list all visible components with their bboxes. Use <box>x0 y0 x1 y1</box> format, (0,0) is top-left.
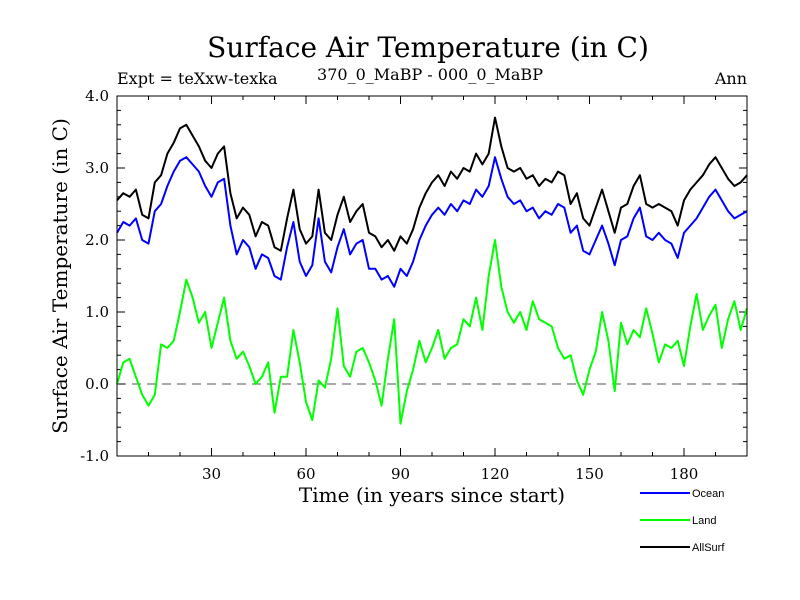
y-tick-label: 1.0 <box>85 303 109 321</box>
legend-label-land: Land <box>692 515 716 527</box>
axes: 30 60 90 120 150 180 -1.0 0.0 1.0 2.0 3.0 4.0 <box>80 87 747 483</box>
series-line-allsurf <box>116 116 748 252</box>
x-tick-label: 150 <box>575 465 604 483</box>
x-tick-label: 120 <box>481 465 510 483</box>
y-tick-label: 4.0 <box>85 87 109 105</box>
x-tick-label: 60 <box>296 465 315 483</box>
x-axis-label: Time (in years since start) <box>299 483 565 507</box>
experiment-label: Expt = teXxw-texka <box>117 69 278 88</box>
legend-label-ocean: Ocean <box>692 488 724 500</box>
legend-label-allsurf: AllSurf <box>692 542 725 554</box>
annual-label: Ann <box>714 69 747 88</box>
y-tick-label: 3.0 <box>85 159 109 177</box>
x-tick-label: 180 <box>670 465 699 483</box>
period-label: 370_0_MaBP - 000_0_MaBP <box>317 65 543 84</box>
series-line-land <box>116 239 748 425</box>
x-tick-label: 30 <box>202 465 221 483</box>
y-axis-label: Surface Air Temperature (in C) <box>48 118 72 434</box>
y-tick-label: -1.0 <box>80 447 109 465</box>
series-lines <box>116 116 748 425</box>
plot-frame <box>116 95 748 457</box>
chart-title: Surface Air Temperature (in C) <box>207 31 649 64</box>
x-tick-label: 90 <box>391 465 410 483</box>
y-tick-label: 2.0 <box>85 231 109 249</box>
legend: Ocean Land AllSurf <box>640 488 725 554</box>
series-line-ocean <box>116 156 748 288</box>
y-tick-label: 0.0 <box>85 375 109 393</box>
